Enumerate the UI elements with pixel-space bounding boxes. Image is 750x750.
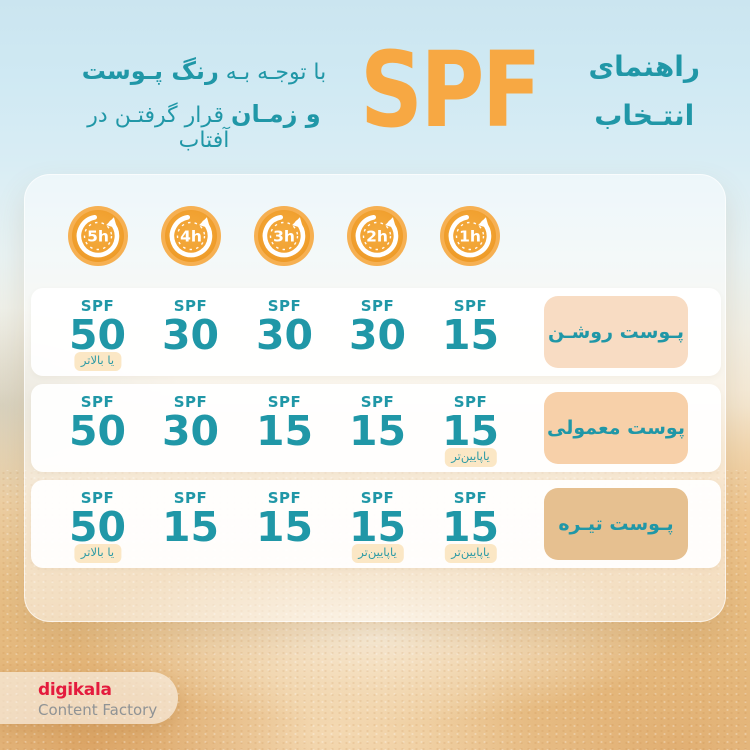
spf-cell: SPF 30	[238, 288, 331, 376]
spf-cell: SPF 15	[424, 288, 517, 376]
spf-cell: SPF 15	[144, 480, 237, 568]
spf-cell: SPF 15	[331, 384, 424, 472]
spf-value: 15	[441, 311, 500, 359]
spf-label: SPF	[267, 297, 302, 315]
spf-logo: SPF	[360, 29, 542, 151]
spf-label: SPF	[453, 393, 488, 411]
spf-value: 30	[255, 311, 314, 359]
clock-4h-label: 4h	[180, 228, 202, 246]
guide-title: راهنمای انتـخاب	[588, 50, 700, 132]
spf-cell: SPF 15 یاپایین‌تر	[424, 384, 517, 472]
guide-title-line2: انتـخاب	[594, 98, 695, 132]
spf-value: 15	[255, 407, 314, 455]
spf-label: SPF	[267, 393, 302, 411]
spf-value: 30	[161, 407, 220, 455]
subtitle-line2: و زمـان قرار گرفتـن در آفتاب	[66, 100, 342, 153]
subtitle-l2-rest: قرار گرفتـن در آفتاب	[87, 103, 232, 153]
spf-cell: SPF 30	[144, 384, 237, 472]
subtitle-l1-normal: با توجـه بـه	[218, 60, 327, 85]
spf-cell: SPF 30	[331, 288, 424, 376]
spf-label: SPF	[360, 393, 395, 411]
subtitle-l1-bold: رنگ پـوست	[81, 57, 219, 85]
spf-note-badge: یاپایین‌تر	[444, 448, 497, 467]
spf-label: SPF	[80, 393, 115, 411]
clock-5h-icon: 5h	[68, 206, 128, 266]
clock-3h-label: 3h	[273, 228, 295, 246]
spf-label: SPF	[80, 489, 115, 507]
spf-value: 15	[255, 503, 314, 551]
spf-label: SPF	[453, 297, 488, 315]
duration-icons-row: 5h 4h 3h	[68, 206, 500, 266]
spf-cell: SPF 15	[238, 480, 331, 568]
skin-type-label-normal: پوست معمولی	[544, 392, 688, 464]
guide-title-line1: راهنمای	[588, 50, 700, 83]
spf-cell: SPF 15	[238, 384, 331, 472]
clock-3h-icon: 3h	[254, 206, 314, 266]
spf-cell: SPF 15 یاپایین‌تر	[424, 480, 517, 568]
spf-value: 15	[441, 407, 500, 455]
spf-value: 30	[348, 311, 407, 359]
digikala-logo: digikala	[38, 680, 112, 700]
spf-value: 50	[68, 407, 127, 455]
subtitle-l2-bold: و زمـان	[231, 100, 321, 128]
clock-1h-label: 1h	[459, 228, 481, 246]
clock-5h-label: 5h	[87, 228, 109, 246]
content-factory-label: Content Factory	[38, 701, 158, 719]
table-row-normal-skin: SPF 50 SPF 30 SPF 15 SPF 15 SPF 15	[31, 384, 721, 472]
spf-value: 15	[441, 503, 500, 551]
subtitle: با توجـه بـه رنگ پـوست و زمـان قرار گرفت…	[66, 57, 342, 153]
spf-cell: SPF 30	[144, 288, 237, 376]
spf-note-badge: یاپایین‌تر	[351, 544, 404, 563]
spf-label: SPF	[360, 297, 395, 315]
skin-type-label-dark: پـوست تیـره	[544, 488, 688, 560]
table-row-light-skin: SPF 50 یا بالاتر SPF 30 SPF 30 SPF 30 SP…	[31, 288, 721, 376]
spf-label: SPF	[173, 489, 208, 507]
spf-label: SPF	[267, 489, 302, 507]
spf-label: SPF	[453, 489, 488, 507]
spf-value: 15	[348, 503, 407, 551]
clock-2h-label: 2h	[366, 228, 388, 246]
spf-cell: SPF 50	[51, 384, 144, 472]
table-row-dark-skin: SPF 50 یا بالاتر SPF 15 SPF 15 SPF 15 یا…	[31, 480, 721, 568]
clock-2h-icon: 2h	[347, 206, 407, 266]
spf-cell: SPF 50 یا بالاتر	[51, 288, 144, 376]
spf-cell: SPF 50 یا بالاتر	[51, 480, 144, 568]
brand-card: digikala Content Factory	[0, 672, 178, 724]
clock-1h-icon: 1h	[440, 206, 500, 266]
spf-table-card: 5h 4h 3h	[24, 174, 726, 622]
spf-note-badge: یا بالاتر	[73, 352, 122, 371]
spf-cell: SPF 15 یاپایین‌تر	[331, 480, 424, 568]
spf-note-badge: یا بالاتر	[73, 544, 122, 563]
skin-type-label-light: پـوست روشـن	[544, 296, 688, 368]
spf-label: SPF	[360, 489, 395, 507]
subtitle-line1: با توجـه بـه رنگ پـوست	[66, 57, 342, 85]
spf-value: 15	[161, 503, 220, 551]
clock-4h-icon: 4h	[161, 206, 221, 266]
spf-label: SPF	[173, 393, 208, 411]
spf-label: SPF	[80, 297, 115, 315]
spf-note-badge: یاپایین‌تر	[444, 544, 497, 563]
spf-value: 50	[68, 503, 127, 551]
spf-label: SPF	[173, 297, 208, 315]
spf-value: 15	[348, 407, 407, 455]
spf-value: 30	[161, 311, 220, 359]
spf-value: 50	[68, 311, 127, 359]
